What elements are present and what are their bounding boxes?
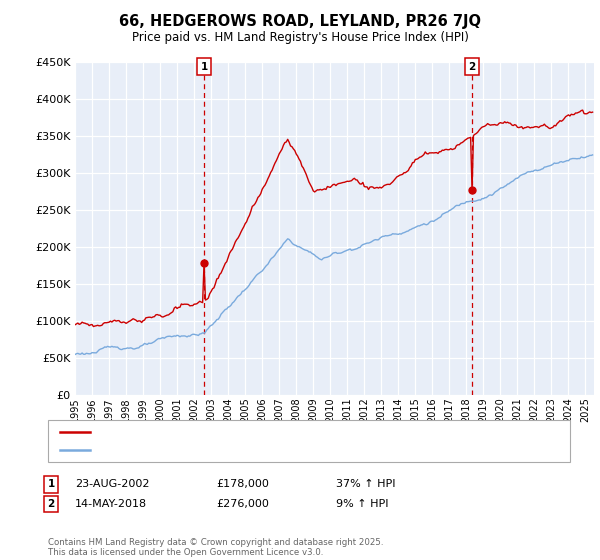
Text: 37% ↑ HPI: 37% ↑ HPI: [336, 479, 395, 489]
Text: Price paid vs. HM Land Registry's House Price Index (HPI): Price paid vs. HM Land Registry's House …: [131, 31, 469, 44]
Text: 1: 1: [47, 479, 55, 489]
Text: 1: 1: [200, 62, 208, 72]
Text: 66, HEDGEROWS ROAD, LEYLAND, PR26 7JQ (detached house): 66, HEDGEROWS ROAD, LEYLAND, PR26 7JQ (d…: [96, 427, 422, 437]
Text: 2: 2: [47, 499, 55, 509]
Text: 23-AUG-2002: 23-AUG-2002: [75, 479, 149, 489]
Text: 66, HEDGEROWS ROAD, LEYLAND, PR26 7JQ: 66, HEDGEROWS ROAD, LEYLAND, PR26 7JQ: [119, 14, 481, 29]
Text: 2: 2: [469, 62, 476, 72]
Text: £178,000: £178,000: [216, 479, 269, 489]
Text: HPI: Average price, detached house, South Ribble: HPI: Average price, detached house, Sout…: [96, 445, 355, 455]
Text: Contains HM Land Registry data © Crown copyright and database right 2025.
This d: Contains HM Land Registry data © Crown c…: [48, 538, 383, 557]
Text: 14-MAY-2018: 14-MAY-2018: [75, 499, 147, 509]
Text: £276,000: £276,000: [216, 499, 269, 509]
Text: 9% ↑ HPI: 9% ↑ HPI: [336, 499, 389, 509]
